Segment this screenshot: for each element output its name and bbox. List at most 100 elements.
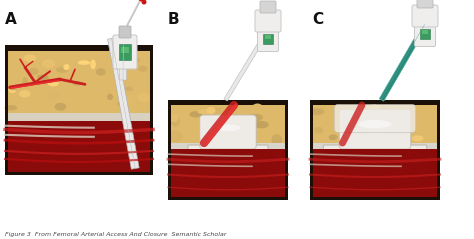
Bar (310, 197, 440, 200)
Ellipse shape (232, 132, 244, 141)
FancyBboxPatch shape (257, 28, 279, 51)
Ellipse shape (392, 115, 403, 125)
Ellipse shape (137, 92, 150, 102)
Ellipse shape (366, 124, 380, 132)
Ellipse shape (198, 109, 212, 114)
Ellipse shape (254, 121, 269, 128)
Text: Figure 3  From Femoral Arterial Access And Closure  Semantic Scholar: Figure 3 From Femoral Arterial Access An… (5, 232, 227, 237)
Ellipse shape (64, 64, 70, 70)
Ellipse shape (96, 68, 106, 76)
Bar (121, 47, 129, 53)
Bar (263, 34, 273, 44)
Ellipse shape (113, 62, 123, 70)
Ellipse shape (117, 101, 125, 106)
Bar (168, 197, 288, 200)
Ellipse shape (377, 131, 392, 142)
Ellipse shape (9, 86, 18, 90)
Bar (310, 100, 313, 200)
Bar (5, 45, 8, 175)
FancyBboxPatch shape (200, 115, 256, 149)
Ellipse shape (118, 68, 124, 76)
Ellipse shape (90, 60, 96, 69)
Ellipse shape (311, 109, 324, 115)
Ellipse shape (9, 86, 16, 93)
FancyBboxPatch shape (255, 10, 281, 32)
Bar (310, 100, 440, 105)
Ellipse shape (392, 126, 400, 131)
Bar (310, 149, 440, 200)
Ellipse shape (29, 68, 38, 75)
Ellipse shape (125, 87, 133, 91)
Circle shape (139, 0, 143, 1)
Ellipse shape (248, 114, 263, 121)
Bar (310, 143, 440, 149)
Ellipse shape (78, 60, 90, 65)
Bar (437, 100, 440, 200)
Ellipse shape (208, 108, 222, 114)
Bar (168, 105, 288, 143)
Ellipse shape (114, 61, 118, 70)
FancyBboxPatch shape (414, 23, 436, 47)
Ellipse shape (385, 122, 394, 130)
Ellipse shape (127, 94, 133, 103)
Ellipse shape (272, 134, 282, 145)
Ellipse shape (62, 98, 74, 102)
Text: B: B (168, 12, 180, 27)
Polygon shape (224, 29, 270, 101)
Ellipse shape (251, 103, 264, 114)
Ellipse shape (392, 121, 405, 128)
Ellipse shape (48, 90, 59, 99)
FancyBboxPatch shape (339, 109, 411, 149)
Ellipse shape (207, 107, 216, 114)
FancyBboxPatch shape (412, 5, 438, 27)
Ellipse shape (37, 75, 49, 80)
Bar (420, 29, 430, 39)
FancyBboxPatch shape (188, 145, 268, 154)
Ellipse shape (396, 116, 410, 126)
FancyBboxPatch shape (119, 26, 131, 38)
Ellipse shape (47, 80, 59, 86)
Bar (119, 44, 131, 60)
Ellipse shape (55, 103, 66, 110)
Ellipse shape (171, 117, 180, 126)
Ellipse shape (56, 67, 69, 73)
FancyBboxPatch shape (260, 1, 276, 13)
Ellipse shape (215, 124, 241, 131)
Ellipse shape (366, 115, 377, 122)
Ellipse shape (170, 113, 178, 122)
Bar (168, 100, 288, 105)
Ellipse shape (107, 94, 113, 100)
Ellipse shape (368, 104, 381, 114)
Bar (5, 113, 153, 121)
Ellipse shape (169, 130, 182, 142)
Bar (265, 35, 271, 39)
Ellipse shape (412, 135, 423, 141)
Polygon shape (379, 24, 427, 101)
Bar (5, 51, 153, 113)
Ellipse shape (329, 134, 337, 140)
Bar (285, 100, 288, 200)
Ellipse shape (228, 129, 237, 140)
Bar (422, 30, 428, 34)
Text: A: A (5, 12, 17, 27)
Ellipse shape (359, 120, 392, 128)
FancyBboxPatch shape (113, 35, 137, 69)
Ellipse shape (5, 105, 17, 110)
Bar (5, 121, 153, 175)
Ellipse shape (227, 108, 237, 117)
Ellipse shape (22, 77, 28, 87)
Ellipse shape (235, 125, 244, 137)
Circle shape (142, 0, 146, 4)
Bar (5, 172, 153, 175)
Bar (168, 149, 288, 200)
Ellipse shape (90, 60, 98, 66)
Ellipse shape (378, 108, 390, 119)
Ellipse shape (379, 125, 392, 133)
Ellipse shape (42, 59, 55, 68)
Text: C: C (312, 12, 323, 27)
Ellipse shape (134, 58, 140, 62)
Ellipse shape (214, 123, 225, 133)
Bar (150, 45, 153, 175)
Ellipse shape (365, 116, 374, 125)
Ellipse shape (233, 121, 245, 128)
